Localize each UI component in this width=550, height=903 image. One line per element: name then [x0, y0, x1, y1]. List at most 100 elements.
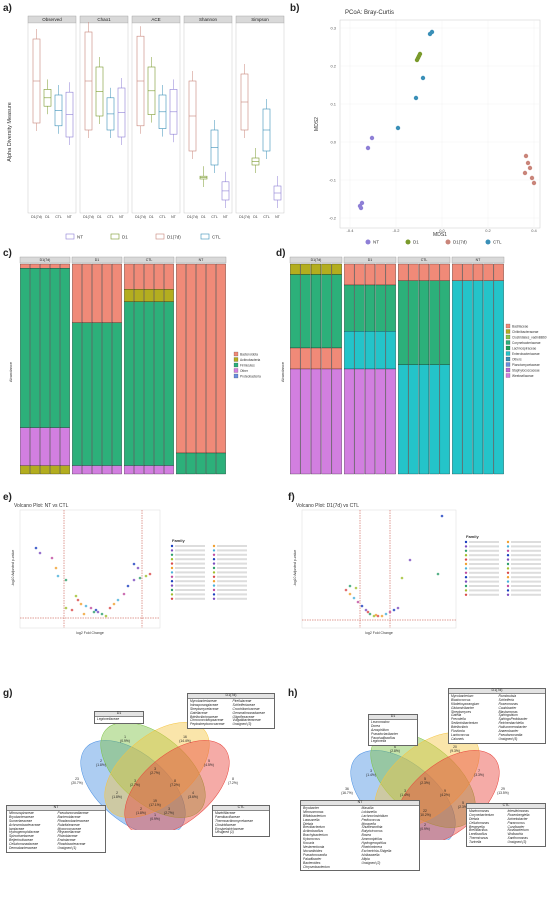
panel-d-bar-segment: [331, 263, 342, 275]
venn-g-nt-item: Unsigned (1): [57, 846, 77, 851]
panel-a-facet-frame: [183, 22, 233, 214]
panel-e-title: Volcano Plot: NT vs CTL: [14, 503, 69, 509]
panel-g-percent: (7.2%): [228, 781, 238, 785]
venn-g-d17-item: Gemmatimonadaceae: [232, 710, 265, 715]
panel-e-point: [94, 608, 98, 612]
f-legend-text-placeholder: [511, 589, 541, 592]
venn-g-ctl-item: Paenibacillaceae: [215, 814, 240, 819]
panel-b-point: [417, 51, 423, 57]
venn-g-nt-item: Erwiniaceae: [57, 838, 76, 843]
venn-g-d17-item: Schleiferiaceae: [232, 702, 256, 707]
panel-d-bar-segment: [472, 280, 484, 475]
panel-d-bar-segment: [354, 331, 365, 370]
venn-g-d17-item: Bdellovibrionaceae: [190, 714, 218, 719]
panel-e-point: [122, 592, 126, 596]
panel-c-bar-segment: [60, 465, 70, 475]
venn-h-nt-item: Kocuria: [303, 841, 315, 846]
panel-c-facet-label: D1(7d): [40, 258, 51, 262]
venn-h-ctl-item: Bergeyella: [469, 824, 485, 829]
panel-d-bar-segment: [375, 263, 386, 286]
panel-a-group-tick: NT: [119, 215, 125, 219]
venn-g-d1-item: Legionellaceae: [97, 716, 120, 721]
panel-f-point: [440, 514, 444, 518]
panel-g-count: 3: [154, 767, 156, 771]
venn-h-nt-item: Nocardioides: [303, 848, 323, 853]
e-legend-dot: [212, 597, 216, 600]
venn-h-nt-item: Brachybacterium: [303, 833, 328, 838]
panel-c-bar-segment: [134, 289, 144, 302]
venn-g-nt-item: Cellulomonadaceae: [9, 842, 39, 847]
panel-g-percent: (2.7%): [164, 811, 174, 815]
e-legend-dot: [212, 562, 216, 565]
f-legend-text-placeholder: [469, 589, 499, 592]
venn-g-d17-header: D1(7d): [188, 693, 274, 699]
panel-c-bar-segment: [134, 263, 144, 290]
panel-c-bar-segment: [60, 263, 70, 269]
f-legend-text-placeholder: [511, 563, 541, 565]
panel-f-xlabel: log2 Fold Change: [365, 631, 393, 635]
venn-h-d17-item: Sediminibacterium: [451, 721, 479, 726]
panel-b-xtick: -0.4: [347, 228, 355, 233]
f-legend-text-placeholder: [511, 549, 541, 552]
panel-e-point: [132, 562, 136, 566]
venn-g-d1-box: D1 Legionellaceae: [94, 711, 144, 724]
panel-c-bar-segment: [186, 263, 196, 454]
panel-e-xlabel: log2 Fold Change: [76, 631, 104, 635]
panel-d-legend-label: Weeksellaceae: [512, 374, 534, 378]
venn-h-nt-item: Unsigned (2): [361, 860, 381, 865]
panel-c-bar-segment: [164, 263, 174, 290]
panel-c-facet-strip: [19, 256, 71, 264]
f-legend-dot: [506, 576, 510, 579]
f-legend-text-placeholder: [469, 549, 499, 552]
venn-h-d17-item: Reichenbachiella: [498, 721, 524, 726]
venn-h-nt-item: Afipia: [361, 856, 370, 861]
panel-d-facet-label: D1(7d): [311, 258, 322, 262]
panel-b-legend-dot: [485, 239, 491, 245]
panel-h-count: 36: [345, 787, 349, 791]
panel-e-ylabel: -log10 Adjusted p-value: [11, 550, 15, 587]
venn-g-d17-item: Unsigned (3): [232, 722, 252, 727]
e-legend-dot: [170, 562, 174, 565]
venn-g-nt-item: Dermabacteraceae: [9, 846, 38, 851]
panel-d-bar-segment: [385, 331, 396, 370]
venn-h-ctl-item: Intestinimonas: [507, 808, 529, 813]
f-legend-text-placeholder: [469, 554, 499, 557]
panel-a-group-tick: CTL: [55, 215, 62, 219]
panel-d-legend-label: Chitinibacteraceae: [512, 330, 539, 334]
panel-a-group-tick: D1: [97, 215, 102, 219]
venn-g-nt-item: Beijerinckiaceae: [9, 838, 34, 843]
f-legend-text-placeholder: [469, 558, 499, 561]
venn-h-d17-item: Caloneis: [451, 736, 464, 741]
panel-d-legend-key: [505, 373, 511, 378]
venn-g-nt-header: NT: [7, 805, 105, 811]
venn-h-nt-item: Bosea: [361, 833, 371, 838]
panel-c-facet-label: CTL: [146, 258, 153, 262]
panel-d-facet-label: NT: [476, 258, 482, 262]
f-legend-dot: [464, 562, 468, 566]
e-legend-text-placeholder: [175, 597, 205, 600]
panel-b-point: [414, 57, 420, 63]
e-legend-text-placeholder: [217, 549, 247, 552]
panel-c-bar-segment: [40, 465, 50, 475]
panel-g-percent: (14.4%): [179, 739, 191, 743]
panel-a-group-tick: D1(7d): [239, 215, 250, 219]
panel-e-legend-title: Family: [172, 538, 185, 543]
panel-c-bar-segment: [20, 465, 30, 475]
f-legend-text-placeholder: [469, 563, 499, 565]
panel-f-point: [436, 572, 440, 576]
venn-h-d17-item: Gaiella: [451, 713, 462, 718]
venn-h-ctl-item: Cellulomonas: [469, 820, 489, 825]
panel-d-bar-segment: [310, 263, 322, 275]
panel-a-group-tick: CTL: [107, 215, 114, 219]
panel-b-point: [529, 175, 535, 181]
panel-d-bar-segment: [331, 368, 342, 475]
f-legend-text-placeholder: [511, 585, 541, 587]
panel-b-legend-dot: [405, 239, 411, 245]
panel-g-count: 5: [208, 759, 210, 763]
panel-a-group-tick: CTL: [211, 215, 218, 219]
panel-c-bar-segment: [176, 263, 186, 454]
e-legend-text-placeholder: [217, 562, 247, 565]
venn-g-nt-item: Reyranellaceae: [57, 830, 81, 835]
panel-f-point: [360, 604, 364, 608]
panel-d-bar-segment: [408, 263, 419, 281]
